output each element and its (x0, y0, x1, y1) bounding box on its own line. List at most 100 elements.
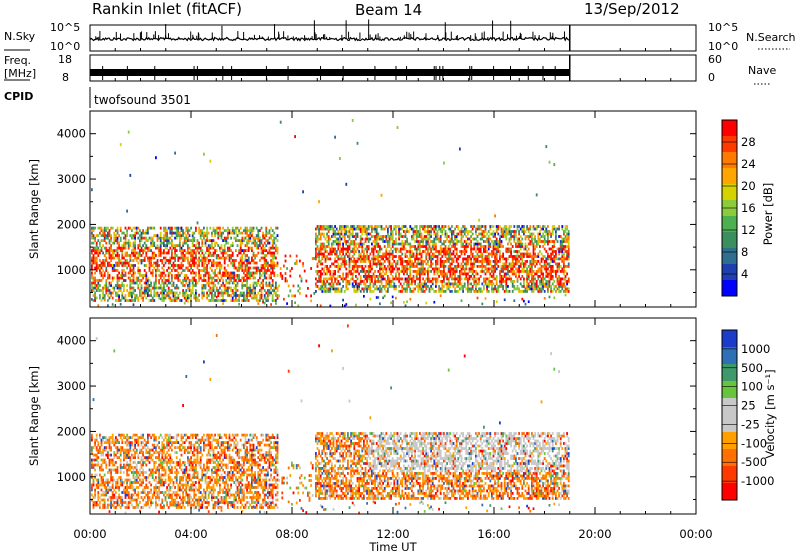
power-cell (327, 290, 330, 293)
power-cell (115, 294, 117, 297)
power-cell (523, 277, 525, 281)
power-cell (275, 226, 277, 230)
power-cell (539, 275, 541, 278)
power-cell (223, 236, 226, 240)
power-cell (259, 296, 261, 300)
power-cell (487, 242, 490, 246)
power-cell (270, 274, 272, 277)
power-cell (556, 282, 559, 286)
power-cell (331, 247, 333, 251)
power-cell (121, 254, 124, 257)
power-cell (113, 251, 116, 255)
power-cell (94, 271, 96, 275)
power-cell (209, 226, 212, 230)
power-cell (356, 282, 359, 286)
power-cell (534, 237, 536, 241)
power-cell (383, 277, 386, 281)
power-cell (143, 249, 146, 252)
power-cell (131, 229, 133, 232)
power-cell (547, 275, 549, 278)
power-cell (420, 272, 423, 276)
power-cell (435, 235, 437, 238)
power-cell (110, 249, 112, 252)
power-cell (209, 246, 212, 250)
power-cell (420, 255, 423, 258)
power-cell (463, 277, 466, 281)
power-cell (388, 250, 391, 253)
power-cell (511, 265, 514, 268)
power-cell (486, 277, 488, 281)
power-cell (548, 277, 551, 281)
power-cell (419, 227, 421, 231)
power-cell (212, 286, 215, 290)
power-cell (419, 282, 421, 286)
power-cell (382, 267, 384, 271)
power-cell (531, 237, 533, 241)
velocity-cell (91, 486, 93, 489)
power-cell (467, 262, 469, 266)
power-cell (201, 289, 204, 292)
velocity-cell (94, 488, 96, 492)
power-cell (91, 271, 93, 275)
power-cell (105, 229, 108, 232)
power-cell (495, 225, 498, 228)
power-cell (377, 245, 380, 248)
power-cell (105, 259, 108, 262)
power-cell (449, 250, 452, 253)
power-cell (265, 271, 268, 275)
power-cell (510, 252, 512, 256)
power-cell (489, 272, 492, 276)
power-cell (121, 291, 124, 295)
power-cell (124, 279, 127, 282)
power-cell (332, 230, 335, 233)
power-cell (196, 266, 199, 270)
power-cell (233, 264, 236, 267)
power-cell (118, 295, 120, 298)
power-cell (436, 237, 439, 241)
power-cell (139, 244, 141, 247)
power-cell (550, 260, 552, 263)
power-cell (375, 275, 378, 278)
power-cell (356, 270, 359, 273)
power-cell (361, 257, 364, 261)
power-cell (334, 240, 336, 243)
power-cell (460, 232, 463, 236)
power-cell (359, 237, 362, 241)
power-cell (204, 231, 207, 235)
power-cell (316, 272, 319, 276)
power-cell (507, 285, 509, 288)
power-cell (175, 291, 178, 295)
power-cell (236, 239, 239, 242)
power-cell (481, 232, 484, 236)
power-cell (99, 279, 101, 282)
power-cell (214, 249, 216, 252)
power-cell (148, 284, 151, 287)
power-cell (331, 250, 333, 253)
power-cell (111, 226, 114, 230)
power-cell (207, 251, 210, 255)
power-cell (279, 120, 282, 124)
power-cell (502, 277, 504, 281)
power-cell (201, 256, 204, 260)
power-cell (92, 259, 95, 262)
power-cell (179, 279, 181, 282)
power-cell (307, 287, 309, 290)
power-cell (340, 265, 343, 268)
power-cell (119, 229, 122, 232)
power-cell (521, 225, 524, 228)
power-cell (449, 270, 452, 273)
power-cell (183, 284, 186, 287)
power-cell (217, 291, 220, 295)
power-cell (142, 231, 144, 235)
power-cell (446, 277, 448, 281)
power-cell (244, 254, 247, 257)
power-cell (364, 275, 367, 278)
power-cell (484, 282, 487, 286)
power-cell (166, 259, 168, 262)
power-cell (494, 265, 496, 268)
power-cell (545, 267, 548, 271)
power-cell (529, 252, 532, 256)
power-cell (182, 259, 184, 262)
power-cell (494, 270, 496, 273)
power-cell (132, 291, 135, 295)
